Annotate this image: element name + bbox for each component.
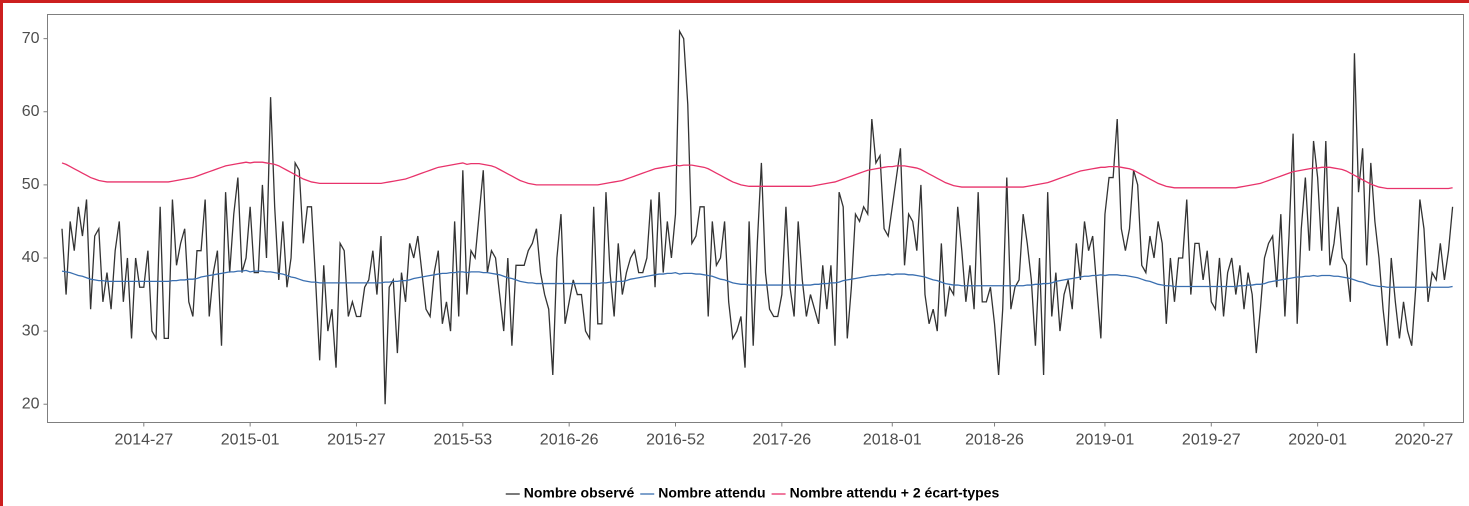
x-tick-label: 2015-27 xyxy=(327,432,386,449)
x-tick-label: 2016-52 xyxy=(646,432,705,449)
window-edge xyxy=(0,0,3,506)
x-tick-label: 2015-01 xyxy=(221,432,280,449)
x-tick-label: 2019-01 xyxy=(1076,432,1135,449)
x-tick-label: 2020-27 xyxy=(1395,432,1454,449)
x-tick-label: 2018-01 xyxy=(863,432,922,449)
x-tick-label: 2020-01 xyxy=(1288,432,1347,449)
y-tick-label: 20 xyxy=(22,395,40,412)
y-tick-label: 70 xyxy=(22,30,40,47)
x-tick-label: 2019-27 xyxy=(1182,432,1241,449)
legend-label: Nombre attendu xyxy=(658,485,765,501)
y-tick-label: 40 xyxy=(22,249,40,266)
x-tick-label: 2016-26 xyxy=(540,432,599,449)
y-tick-label: 50 xyxy=(22,176,40,193)
x-tick-label: 2018-26 xyxy=(965,432,1024,449)
y-tick-label: 60 xyxy=(22,103,40,120)
window-edge xyxy=(0,0,1469,3)
x-tick-label: 2017-26 xyxy=(752,432,811,449)
series-line xyxy=(61,269,1453,288)
legend-label: Nombre observé xyxy=(524,485,635,501)
x-tick-label: 2015-53 xyxy=(433,432,492,449)
series-line xyxy=(61,28,1454,405)
plot-area xyxy=(47,14,1464,423)
legend-label: Nombre attendu + 2 écart-types xyxy=(790,485,1000,501)
series-line xyxy=(61,161,1453,190)
y-tick-label: 30 xyxy=(22,322,40,339)
x-tick-label: 2014-27 xyxy=(114,432,173,449)
